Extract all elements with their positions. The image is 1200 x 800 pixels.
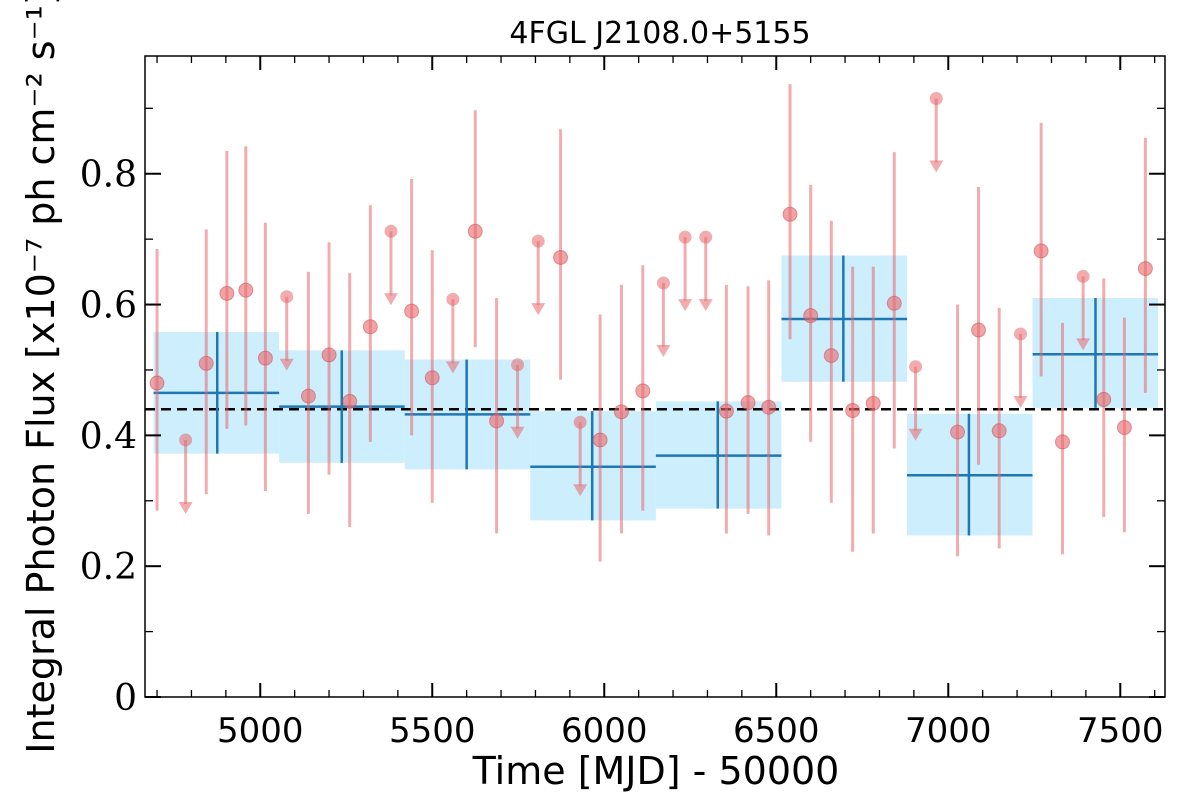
- flux-point: [342, 393, 358, 409]
- flux-point: [950, 424, 966, 440]
- upper-limit-point: [699, 230, 713, 244]
- flux-point: [149, 375, 165, 391]
- x-tick-label: 5000: [217, 711, 304, 751]
- upper-limit-point: [929, 92, 943, 106]
- flux-point: [198, 355, 214, 371]
- chart-title: 4FGL J2108.0+5155: [509, 16, 810, 51]
- axes: 5000 5500 6000 6500 7000 7500 0 0.2 0.4 0.6 0.8: [80, 55, 1166, 751]
- y-tick-label: 0.4: [80, 416, 137, 457]
- flux-point: [782, 206, 798, 222]
- flux-point: [886, 295, 902, 311]
- plot-frame: [144, 55, 1166, 698]
- upper-limit-arrowhead: [510, 426, 525, 439]
- flux-point: [740, 395, 756, 411]
- upper-limit-arrowhead: [908, 428, 923, 441]
- flux-point: [718, 403, 734, 419]
- upper-limit-point: [678, 230, 692, 244]
- flux-point: [761, 399, 777, 415]
- flux-point: [321, 347, 337, 363]
- upper-limit-point: [1014, 327, 1028, 341]
- flux-point: [467, 223, 483, 239]
- flux-point: [823, 348, 839, 364]
- flux-point: [553, 249, 569, 265]
- upper-limit-point: [573, 415, 587, 429]
- y-tick-label: 0.8: [80, 155, 137, 196]
- flux-point: [865, 395, 881, 411]
- flux-point: [635, 383, 651, 399]
- y-tick-label: 0.2: [80, 547, 137, 588]
- y-tick-label: 0: [114, 678, 137, 719]
- flux-point: [1116, 420, 1132, 436]
- plot-area: [145, 84, 1165, 562]
- upper-limit-point: [280, 290, 294, 304]
- flux-point: [1096, 391, 1112, 407]
- upper-limit-arrowhead: [178, 501, 193, 514]
- flux-point: [1054, 434, 1070, 450]
- upper-limit-arrowhead: [445, 361, 460, 374]
- upper-limit-point: [446, 292, 460, 306]
- x-tick-label: 7500: [1077, 711, 1164, 751]
- y-tick-label: 0.6: [80, 286, 137, 327]
- upper-limit-arrowhead: [383, 293, 398, 306]
- upper-limit-arrowhead: [656, 344, 671, 357]
- upper-limit-point: [656, 276, 670, 290]
- flux-point: [613, 404, 629, 420]
- upper-limit-point: [511, 358, 525, 372]
- upper-limit-arrowhead: [698, 299, 713, 312]
- upper-limit-arrowhead: [929, 160, 944, 173]
- flux-point: [238, 282, 254, 298]
- flux-point: [1033, 243, 1049, 259]
- flux-point: [991, 423, 1007, 439]
- x-axis-label: Time [MJD] - 50000: [472, 749, 840, 793]
- upper-limit-arrowhead: [279, 358, 294, 371]
- x-tick-label: 7000: [905, 711, 992, 751]
- flux-point: [1137, 261, 1153, 277]
- flux-point: [404, 303, 420, 319]
- x-tick-label: 6000: [561, 711, 648, 751]
- x-tick-label: 5500: [389, 711, 476, 751]
- upper-limit-point: [531, 234, 545, 248]
- flux-point: [592, 432, 608, 448]
- upper-limit-arrowhead: [531, 303, 546, 316]
- upper-limit-point: [909, 360, 923, 374]
- flux-point: [971, 322, 987, 338]
- flux-point: [424, 370, 440, 386]
- flux-point: [362, 319, 378, 335]
- flux-point: [845, 403, 861, 419]
- upper-limit-arrowhead: [678, 299, 693, 312]
- upper-limit-arrowhead: [1013, 395, 1028, 408]
- flux-point: [803, 308, 819, 324]
- flux-point: [219, 285, 235, 301]
- upper-limit-arrowhead: [573, 484, 588, 497]
- flux-point: [489, 413, 505, 429]
- upper-limit-point: [1076, 269, 1090, 283]
- x-tick-label: 6500: [733, 711, 820, 751]
- y-axis-label: Integral Photon Flux [x10⁻⁷ ph cm⁻² s⁻¹]: [19, 0, 63, 754]
- upper-limit-point: [384, 224, 398, 238]
- upper-limit-point: [179, 433, 193, 447]
- flux-point: [257, 350, 273, 366]
- flux-point: [300, 388, 316, 404]
- upper-limit-arrowhead: [1076, 338, 1091, 351]
